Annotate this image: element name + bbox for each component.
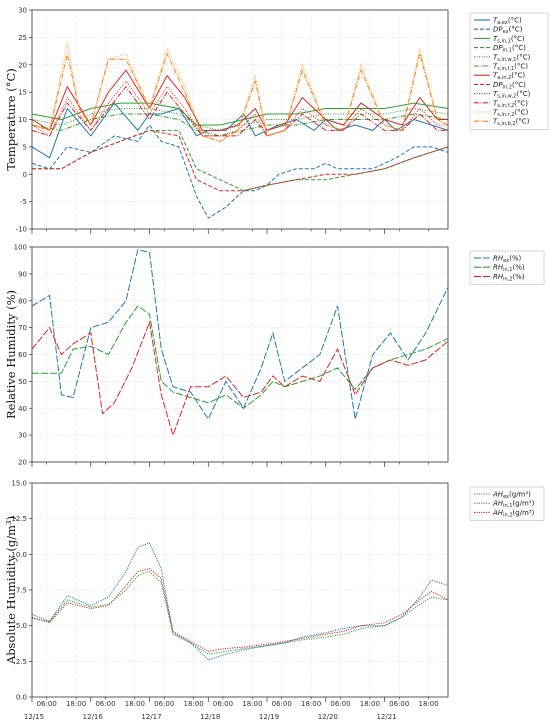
legend-label: RHin,2(%)	[493, 273, 525, 283]
relative-humidity-panel: 20 30 40 50 60 70 80 90 100 Relative Humidity (%)…	[4, 244, 545, 467]
x-hour-label: 06:00	[330, 700, 350, 708]
series-line-1	[32, 305, 449, 409]
x-hour-label: 06:00	[389, 700, 409, 708]
x-hour-label: 18:00	[301, 700, 321, 708]
x-hour-label: 18:00	[242, 700, 262, 708]
legend-label: AHin,1(g/m³)	[492, 500, 535, 510]
y-tick-label: 25	[18, 34, 27, 42]
legend-label: RHex(%)	[493, 255, 521, 265]
y-tick-label: 5.0	[16, 622, 27, 630]
legend-label: Ts,in,w,2(°C)	[493, 90, 531, 100]
y-tick-label: -5	[20, 198, 27, 206]
series-group	[31, 542, 449, 661]
x-hour-label: 06:00	[154, 700, 174, 708]
y-axis-label: Relative Humidity (%)	[4, 290, 18, 419]
absolute-humidity-panel: 0.0 2.5 5.0 7.5 10.0 12.5 15.0 06:00 18:00 12/15 0…	[4, 480, 545, 721]
y-tick-label: 80	[18, 297, 27, 305]
y-tick-label: 0	[23, 171, 27, 179]
y-tick-label: 60	[18, 351, 27, 359]
series-line-9	[31, 85, 448, 137]
legend-label: AHex(g/m³)	[492, 491, 531, 501]
legend-label: DPin,1(°C)	[493, 44, 526, 54]
x-date-label: 12/21	[376, 713, 396, 721]
y-tick-label: 15	[18, 89, 27, 97]
series-line-0	[31, 249, 449, 421]
legend-label: Ts,in,w,1(°C)	[493, 53, 531, 63]
legend-box	[469, 486, 545, 521]
x-date-label: 12/17	[141, 713, 161, 721]
series-line-1	[31, 570, 449, 655]
series-line-7	[32, 129, 449, 192]
series-line-2	[31, 102, 449, 126]
series-line-6	[31, 69, 448, 132]
y-tick-label: 20	[18, 459, 27, 467]
y-tick-label: 90	[18, 270, 27, 278]
legend-label: Ts,in,f,2(°C)	[493, 99, 528, 109]
y-tick-label: 30	[18, 432, 27, 440]
y-axis-label: Temperature (°C)	[4, 68, 18, 171]
x-hour-label: 06:00	[272, 700, 292, 708]
y-tick-label: 50	[18, 378, 27, 386]
series-group	[31, 42, 449, 219]
x-hour-label: 06:00	[95, 700, 115, 708]
series-line-2	[31, 568, 449, 652]
x-hour-label: 18:00	[360, 700, 380, 708]
y-tick-label: 40	[18, 405, 27, 413]
y-tick-label: 100	[14, 244, 27, 252]
grid	[32, 482, 448, 698]
x-date-label: 12/19	[259, 713, 279, 721]
x-hour-label: 18:00	[66, 700, 86, 708]
series-line-0	[31, 102, 449, 159]
temperature-panel: -10 -5 0 5 10 15 20 25 30 Temperature (°C) Ta,ex(°…	[4, 7, 549, 234]
y-tick-label: 12.5	[11, 515, 27, 523]
x-date-label: 12/18	[200, 713, 220, 721]
legend-box	[469, 12, 549, 130]
y-tick-label: 15.0	[11, 480, 27, 488]
y-tick-label: 20	[18, 61, 27, 69]
legend-label: Ta,in,2(°C)	[493, 72, 525, 82]
x-date-label: 12/20	[318, 713, 338, 721]
x-date-label: 12/16	[83, 713, 104, 721]
series-line-5	[31, 113, 449, 137]
x-date-label: 12/15	[24, 713, 44, 721]
legend-label: Ta,ex(°C)	[493, 17, 522, 27]
legend: Ta,ex(°C)DPex(°C)Ts,in,1(°C)DPin,1(°C)Ts…	[469, 12, 549, 130]
grid	[32, 246, 448, 463]
x-hour-label: 18:00	[125, 700, 145, 708]
legend-label: DPex(°C)	[493, 26, 523, 36]
legend-label: AHin,2(g/m³)	[492, 509, 535, 519]
y-tick-label: 10.0	[11, 551, 27, 559]
series-line-2	[31, 320, 449, 437]
y-axis-label: Absolute Humidity (g/m³)	[4, 516, 18, 665]
legend-label: Ts,in,1(°C)	[493, 35, 525, 45]
legend: RHex(%)RHin,1(%)RHin,2(%)	[469, 250, 545, 285]
series-group	[31, 249, 449, 437]
y-tick-label: 30	[18, 7, 27, 15]
legend-label: Ts,in,f,1(°C)	[493, 63, 528, 73]
y-tick-label: 2.5	[16, 658, 27, 666]
legend-label: Ts,in,r,2(°C)	[493, 109, 529, 119]
y-tick-label: 10	[18, 116, 27, 124]
x-hour-label: 18:00	[183, 700, 203, 708]
legend-label: RHin,1(%)	[493, 264, 525, 274]
y-tick-label: 70	[18, 324, 27, 332]
x-hour-label: 18:00	[419, 700, 439, 708]
y-tick-label: -10	[16, 226, 27, 234]
y-tick-label: 5	[23, 143, 27, 151]
y-tick-label: 0.0	[16, 694, 27, 702]
legend-label: Ts,in,b,2(°C)	[493, 118, 530, 128]
x-hour-label: 06:00	[37, 700, 57, 708]
series-line-11	[31, 52, 449, 142]
legend: AHex(g/m³)AHin,1(g/m³)AHin,2(g/m³)	[469, 486, 545, 521]
legend-label: DPin,2(°C)	[493, 81, 526, 91]
series-line-1	[31, 124, 449, 219]
x-hour-label: 06:00	[213, 700, 233, 708]
series-line-0	[31, 542, 449, 661]
series-line-3	[32, 129, 449, 192]
y-tick-label: 7.5	[16, 587, 27, 595]
legend-box	[469, 250, 545, 285]
